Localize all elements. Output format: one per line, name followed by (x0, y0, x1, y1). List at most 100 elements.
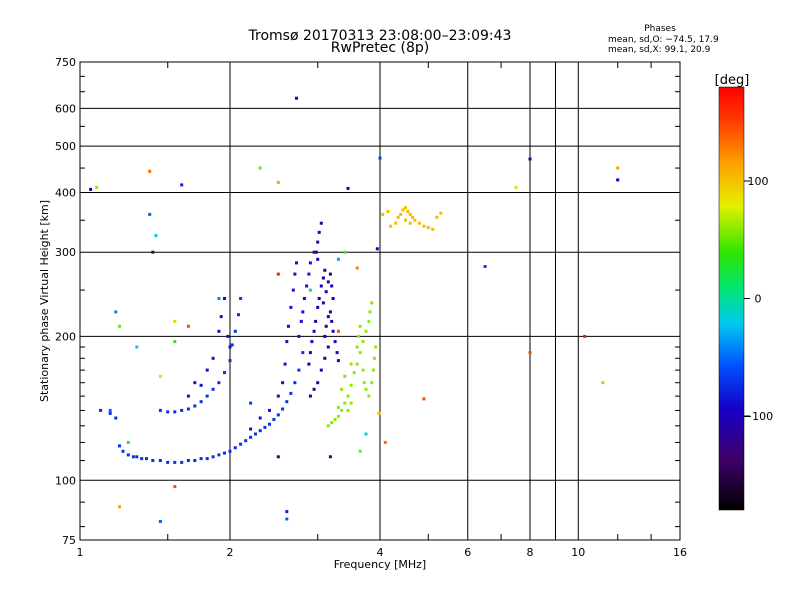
data-point (343, 250, 347, 254)
data-point (237, 313, 240, 317)
data-point (331, 297, 335, 300)
data-point (336, 406, 340, 409)
data-point (239, 297, 243, 300)
data-point (349, 362, 353, 366)
data-point (321, 276, 325, 280)
data-point (291, 288, 295, 292)
data-point (349, 383, 353, 387)
data-point (483, 265, 487, 268)
data-point (413, 218, 417, 222)
data-point (95, 185, 99, 189)
x-tick-label: 8 (527, 546, 534, 559)
data-point (297, 368, 301, 372)
data-point (404, 206, 407, 210)
x-tick-label: 10 (571, 546, 585, 559)
data-point (186, 459, 190, 462)
data-point (355, 362, 359, 366)
data-point (186, 407, 190, 411)
data-point (305, 284, 309, 288)
data-point (324, 324, 328, 328)
data-point (228, 345, 232, 349)
data-point (616, 166, 620, 170)
data-point (308, 288, 312, 292)
data-point (528, 351, 532, 355)
data-point (295, 261, 298, 265)
y-tick-label: 100 (55, 474, 76, 487)
data-point (371, 368, 375, 372)
data-point (233, 329, 237, 333)
data-point (312, 387, 316, 391)
data-point (321, 301, 325, 305)
data-point (358, 324, 362, 328)
data-point (286, 324, 290, 328)
data-point (131, 455, 135, 459)
chart-subtitle: RwPretec (8p) (331, 40, 429, 56)
data-point (217, 381, 221, 385)
data-point (426, 226, 430, 229)
data-point (352, 371, 356, 375)
data-point (268, 422, 271, 426)
data-point (258, 429, 262, 433)
data-point (173, 410, 177, 414)
data-point (361, 340, 365, 344)
data-point (118, 324, 121, 328)
data-point (114, 416, 118, 420)
data-point (193, 381, 197, 385)
data-point (158, 408, 162, 412)
x-tick-label: 16 (673, 546, 687, 559)
data-point (281, 407, 285, 411)
data-point (228, 449, 232, 453)
data-point (317, 297, 321, 300)
data-point (312, 250, 316, 254)
data-point (211, 455, 215, 459)
data-point (355, 266, 359, 270)
data-point (356, 334, 360, 338)
data-point (310, 340, 314, 344)
x-axis-label: Frequency [MHz] (334, 558, 426, 571)
data-point (126, 440, 130, 444)
data-point (173, 340, 177, 344)
data-point (211, 356, 215, 360)
data-point (301, 310, 305, 314)
gridlines (80, 62, 680, 540)
data-point (383, 440, 387, 444)
data-point (330, 421, 334, 425)
data-point (333, 418, 337, 421)
data-point (330, 319, 334, 323)
data-point (408, 212, 412, 216)
data-point (418, 221, 421, 225)
data-point (335, 351, 339, 355)
data-point (358, 351, 362, 355)
data-point (219, 315, 223, 319)
data-point (285, 510, 289, 514)
data-point (340, 408, 344, 412)
x-tick-label: 4 (377, 546, 384, 559)
data-point (145, 457, 148, 461)
minor-ticks (80, 62, 680, 540)
data-points (89, 96, 620, 523)
data-point (422, 397, 426, 401)
data-point (211, 387, 215, 391)
colorbar-tick-label: 100 (748, 175, 769, 188)
data-point (276, 180, 280, 184)
data-point (285, 400, 289, 404)
data-point (173, 485, 177, 489)
data-point (293, 272, 297, 276)
data-point (180, 183, 184, 187)
data-point (336, 329, 340, 333)
data-point (358, 449, 362, 453)
data-point (323, 334, 327, 338)
y-tick-label: 750 (55, 56, 76, 69)
data-point (217, 297, 221, 300)
data-point (616, 178, 620, 182)
data-point (394, 221, 398, 225)
data-point (158, 459, 162, 462)
data-point (151, 250, 155, 254)
data-point (263, 425, 267, 429)
colorbar-tick-label: 0 (755, 293, 762, 306)
y-tick-labels: 75 100 200 300 400 500 600 750 (55, 56, 76, 547)
y-tick-label: 75 (62, 534, 76, 547)
data-point (308, 261, 312, 265)
data-point (186, 394, 190, 398)
data-point (249, 401, 253, 405)
